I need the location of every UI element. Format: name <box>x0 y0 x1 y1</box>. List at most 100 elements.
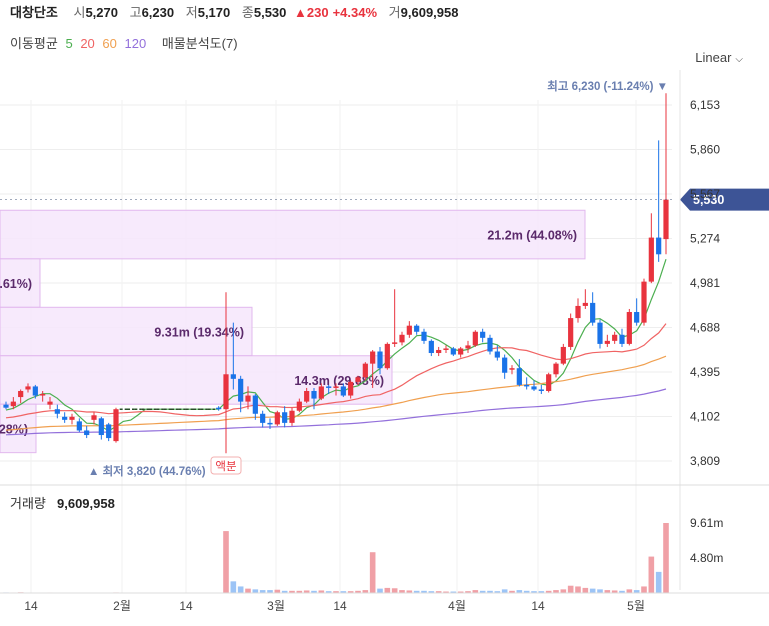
time-tick-label: 14 <box>333 599 347 613</box>
candles <box>3 93 669 454</box>
volume-bar <box>589 588 596 593</box>
candle-body <box>289 410 295 423</box>
candle-body <box>487 337 493 352</box>
candle-body <box>274 412 280 425</box>
chevron-down-icon: ⌵ <box>735 54 743 65</box>
candle-body <box>502 357 508 373</box>
volume-bar <box>648 556 655 593</box>
candle-body <box>663 199 669 240</box>
volume-bar <box>641 586 647 593</box>
candle-body <box>40 394 46 396</box>
close-label: 종 <box>241 5 254 20</box>
candle-body <box>443 348 449 350</box>
volume-profile-bar <box>0 209 586 260</box>
candle-body <box>113 409 119 442</box>
candle-body <box>91 415 97 420</box>
volume-bar <box>597 589 603 593</box>
moving-average-legend[interactable]: 이동평균 5 20 60 120 매물분석도(7) <box>10 33 242 52</box>
volume-bar <box>428 591 435 593</box>
event-badge <box>210 456 242 475</box>
price-tick-label: 4,688 <box>690 321 720 335</box>
time-axis: 14 2월 14 3월 14 4월 14 5월 <box>0 592 769 613</box>
high-label: 고 <box>129 5 142 20</box>
volume-bar <box>223 531 229 593</box>
volume-bar <box>487 590 493 593</box>
candle-body <box>472 331 478 346</box>
candle-body <box>641 281 647 323</box>
volume-profile-bar <box>0 306 253 357</box>
volume-bar <box>633 590 640 593</box>
time-tick-label: 4월 <box>448 599 466 613</box>
candle-body <box>326 386 332 388</box>
candle-body <box>355 377 361 382</box>
candle-body <box>230 374 236 379</box>
volume-bar <box>465 591 471 593</box>
volume-bar <box>245 588 251 593</box>
volume-bar <box>289 590 295 593</box>
candle-body <box>311 390 317 399</box>
candle-body <box>384 343 390 369</box>
volume-profile-toggle[interactable]: 매물분석도(7) <box>161 36 238 51</box>
volume-value: 9,609,958 <box>400 5 459 20</box>
candle-body <box>619 334 625 344</box>
volume-bar <box>274 589 281 593</box>
candle-body <box>465 345 471 349</box>
price-tick-label: 4,395 <box>690 365 720 379</box>
candle-body <box>76 421 82 431</box>
ma-label: 이동평균 <box>10 36 58 51</box>
volume-bar <box>369 552 376 593</box>
ma-20: 20 <box>80 36 95 51</box>
candle-body <box>450 348 456 355</box>
volume-bar <box>391 588 398 593</box>
scale-selector[interactable]: Linear ⌵ <box>695 50 743 65</box>
candle-body <box>421 331 427 341</box>
volume-bar <box>538 591 545 593</box>
event-label: 액분 <box>215 460 236 473</box>
candle-body <box>582 302 588 306</box>
candle-body <box>62 416 68 420</box>
volume-bar <box>399 590 405 593</box>
candle-body <box>494 351 500 358</box>
volume-profile-label: 9.31m (19.34%) <box>154 326 244 340</box>
volume-bar <box>531 591 537 593</box>
current-price-tag <box>680 188 769 211</box>
candle-body <box>267 422 273 425</box>
volume-bar <box>252 589 259 593</box>
open-value: 5,270 <box>85 5 118 20</box>
volume-bar <box>479 590 486 593</box>
volume-profile-label: 1.74m (3.61%) <box>0 277 32 291</box>
candle-body <box>568 318 574 347</box>
price-tick-label: 5,860 <box>690 143 720 157</box>
price-tick-label: 4,102 <box>690 410 720 424</box>
price-tick-label: 5,567 <box>690 187 720 201</box>
candle-body <box>304 390 310 402</box>
candle-body <box>318 386 324 399</box>
volume-bar <box>384 587 391 593</box>
volume-bar <box>406 590 413 593</box>
high-annotation: 최고 6,230 (-11.24%) ▼ <box>547 79 668 93</box>
candle-body <box>282 412 288 423</box>
candle-body <box>480 331 486 338</box>
time-tick-label: 2월 <box>113 599 131 613</box>
volume-bar <box>281 590 288 593</box>
candle-body <box>406 325 412 335</box>
candle-body <box>47 401 53 405</box>
volume-profile-label: 14.3m (29.68%) <box>294 374 384 388</box>
low-annotation: ▲ 최저 3,820 (44.76%) <box>88 464 206 478</box>
volume-bar <box>362 590 369 593</box>
volume-bar <box>333 591 339 593</box>
quote-header: 대창단조 시5,270 고6,230 저5,170 종5,530 ▲230 +4.… <box>10 2 462 21</box>
volume-bar <box>494 591 501 593</box>
low-value: 5,170 <box>197 5 231 20</box>
volume-bar <box>421 590 427 593</box>
candle-body <box>18 390 24 398</box>
candle-body <box>392 342 398 344</box>
candle-body <box>69 416 75 420</box>
candle-body <box>538 389 544 391</box>
volume-bar <box>626 589 633 593</box>
candle-body <box>414 325 420 332</box>
candle-body <box>509 368 515 370</box>
volume-bar <box>523 590 530 593</box>
candle-body <box>3 404 9 408</box>
